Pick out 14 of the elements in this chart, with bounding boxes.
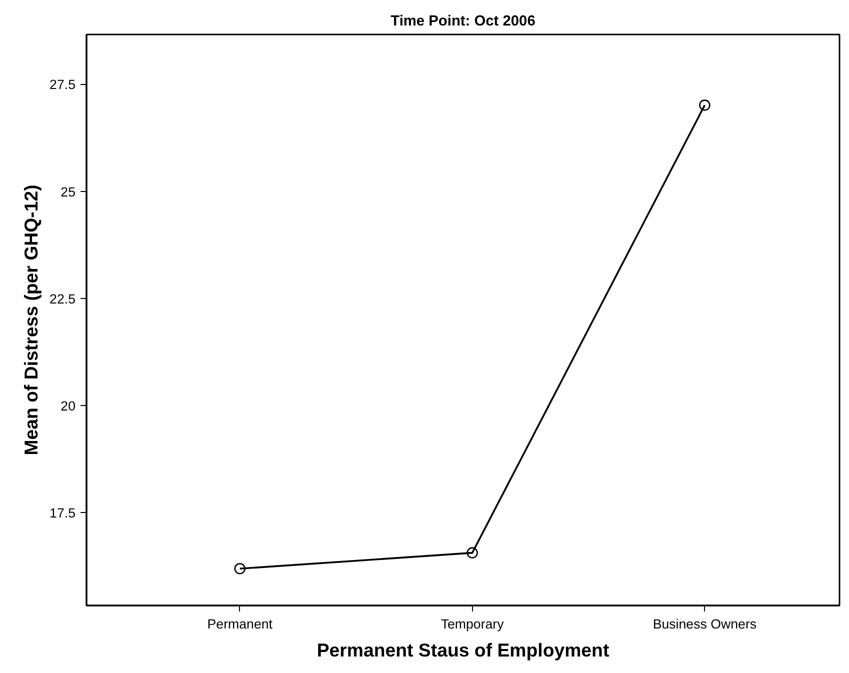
y-tick-label: 27.5: [50, 77, 76, 92]
x-tick-label: Permanent: [207, 616, 273, 632]
x-tick-label: Temporary: [440, 616, 504, 632]
point: [699, 100, 710, 111]
y-tick-label: 20: [60, 398, 76, 414]
point: [466, 547, 478, 558]
chart-title: Time Point: Oct 2006: [390, 14, 536, 30]
y-axis-title: Mean of Distress (per GHQ-12): [20, 184, 42, 456]
x-axis-title: Permanent Staus of Employment: [316, 640, 610, 660]
y-tick-label: 17.5: [50, 506, 76, 521]
point: [234, 563, 246, 574]
x-tick-label: Business Owners: [652, 616, 757, 632]
y-tick-label: 22.5: [50, 291, 76, 306]
y-tick-label: 25: [60, 184, 76, 200]
